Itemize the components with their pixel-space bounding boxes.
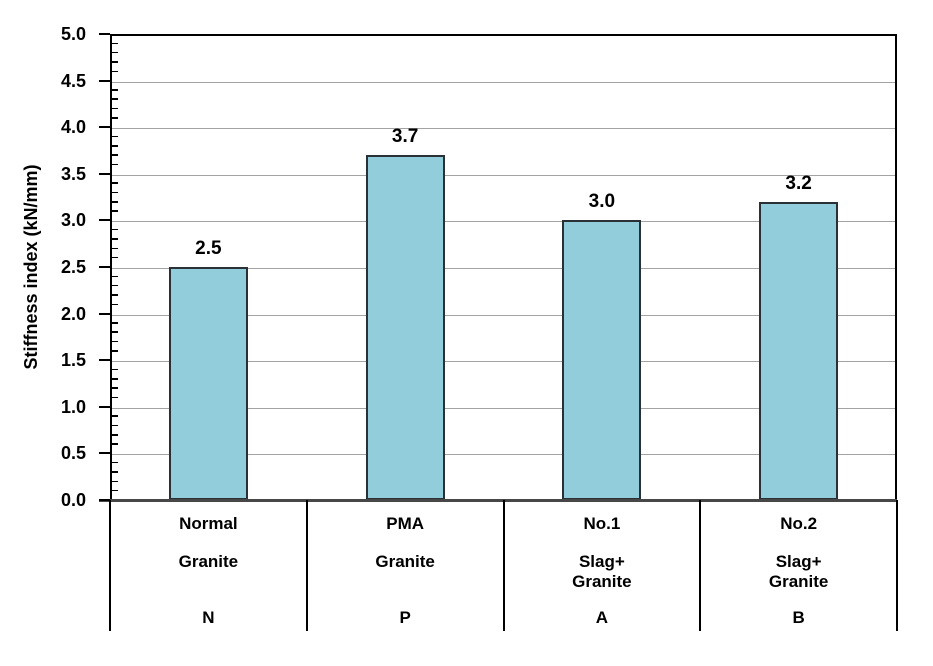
- y-minor-tick: [111, 135, 118, 138]
- y-minor-tick: [111, 284, 118, 287]
- y-tick-label: 0.5: [60, 443, 86, 464]
- category-separator: [109, 500, 111, 631]
- y-tick-label: 5.0: [60, 24, 86, 44]
- bar-A: [562, 220, 642, 500]
- y-minor-tick: [111, 42, 118, 45]
- gridline: [112, 221, 895, 223]
- y-tick-label: 4.5: [60, 70, 86, 91]
- bar-value-label: 3.2: [785, 172, 812, 194]
- y-minor-tick: [111, 322, 118, 324]
- category-code-label: P: [399, 608, 411, 627]
- category-code-label: B: [792, 608, 805, 627]
- category-label-row2: Granite: [178, 552, 239, 571]
- y-minor-tick: [111, 275, 118, 278]
- y-minor-tick: [111, 378, 118, 380]
- y-tick-label: 3.5: [60, 163, 86, 184]
- plot-area: 2.5 3.7 3.0 3.2: [110, 34, 897, 500]
- y-minor-tick: [111, 443, 118, 445]
- y-minor-tick: [111, 350, 118, 352]
- gridline: [112, 128, 895, 130]
- y-minor-tick: [111, 434, 118, 436]
- y-minor-tick: [111, 489, 118, 492]
- category-label-row1: Normal: [179, 514, 238, 533]
- y-minor-tick: [111, 201, 118, 203]
- y-minor-tick: [111, 98, 118, 100]
- y-major-tick: [99, 126, 110, 129]
- y-minor-tick: [111, 182, 118, 184]
- bar-value-label: 3.7: [391, 126, 419, 148]
- y-minor-tick: [111, 107, 118, 110]
- y-minor-tick: [111, 340, 118, 343]
- y-minor-tick: [111, 480, 118, 483]
- gridline: [112, 174, 895, 176]
- y-tick-label: 1.5: [60, 350, 86, 371]
- category-separator: [502, 500, 505, 631]
- gridline: [112, 361, 895, 363]
- category-code-label: A: [595, 608, 609, 627]
- y-minor-tick: [111, 70, 118, 73]
- gridline: [112, 407, 895, 409]
- y-minor-tick: [111, 117, 118, 119]
- gridline: [112, 268, 895, 269]
- y-minor-tick: [111, 396, 118, 399]
- y-minor-tick: [111, 238, 118, 240]
- bar-value-label: 3.0: [588, 191, 616, 213]
- category-label-row2: Granite: [375, 552, 435, 571]
- category-label-row1: No.2: [780, 514, 818, 533]
- y-tick-label: 1.0: [60, 396, 86, 417]
- y-tick-label: 2.0: [60, 303, 86, 324]
- y-tick-label: 4.0: [60, 117, 86, 138]
- gridline: [112, 314, 895, 316]
- y-major-tick: [99, 219, 110, 222]
- y-minor-tick: [111, 303, 118, 306]
- y-tick-label: 2.5: [60, 257, 86, 277]
- y-minor-tick: [111, 51, 118, 54]
- gridline: [112, 81, 895, 83]
- y-minor-tick: [111, 154, 118, 156]
- y-minor-tick: [111, 415, 118, 417]
- category-label-row1: PMA: [386, 514, 425, 533]
- y-major-tick: [99, 312, 110, 315]
- y-major-tick: [99, 79, 110, 82]
- y-minor-tick: [111, 368, 118, 371]
- y-minor-tick: [111, 247, 118, 250]
- y-minor-tick: [111, 163, 118, 166]
- y-major-tick: [99, 33, 110, 35]
- y-major-tick: [99, 266, 110, 268]
- y-minor-tick: [111, 61, 118, 63]
- y-minor-tick: [111, 256, 118, 259]
- y-minor-tick: [111, 331, 118, 333]
- bar-P: [365, 155, 445, 500]
- y-minor-tick: [111, 387, 118, 389]
- y-major-tick: [99, 452, 110, 455]
- y-major-tick: [99, 359, 110, 362]
- y-minor-tick: [111, 89, 118, 91]
- category-separator: [699, 500, 702, 631]
- y-minor-tick: [111, 424, 118, 427]
- y-minor-tick: [111, 228, 118, 231]
- y-minor-tick: [111, 461, 118, 464]
- category-label-row2: Slag+ Granite: [768, 552, 829, 591]
- y-major-tick: [99, 172, 110, 175]
- x-axis-baseline: [99, 499, 897, 502]
- category-code-label: N: [202, 608, 215, 627]
- y-minor-tick: [111, 294, 118, 296]
- y-minor-tick: [111, 210, 118, 212]
- bar-value-label: 2.5: [195, 238, 222, 259]
- y-major-tick: [99, 499, 110, 501]
- category-separator: [305, 500, 308, 631]
- bar-B: [759, 201, 839, 500]
- y-minor-tick: [111, 145, 118, 147]
- category-label-row1: No.1: [583, 514, 621, 533]
- y-major-tick: [99, 405, 110, 408]
- y-minor-tick: [111, 471, 118, 473]
- bar-N: [168, 267, 248, 500]
- category-separator: [896, 500, 898, 631]
- gridline: [112, 454, 895, 456]
- y-tick-label: 3.0: [60, 210, 86, 231]
- y-tick-label: 0.0: [60, 490, 86, 510]
- y-minor-tick: [111, 191, 118, 194]
- category-label-row2: Slag+ Granite: [572, 552, 632, 591]
